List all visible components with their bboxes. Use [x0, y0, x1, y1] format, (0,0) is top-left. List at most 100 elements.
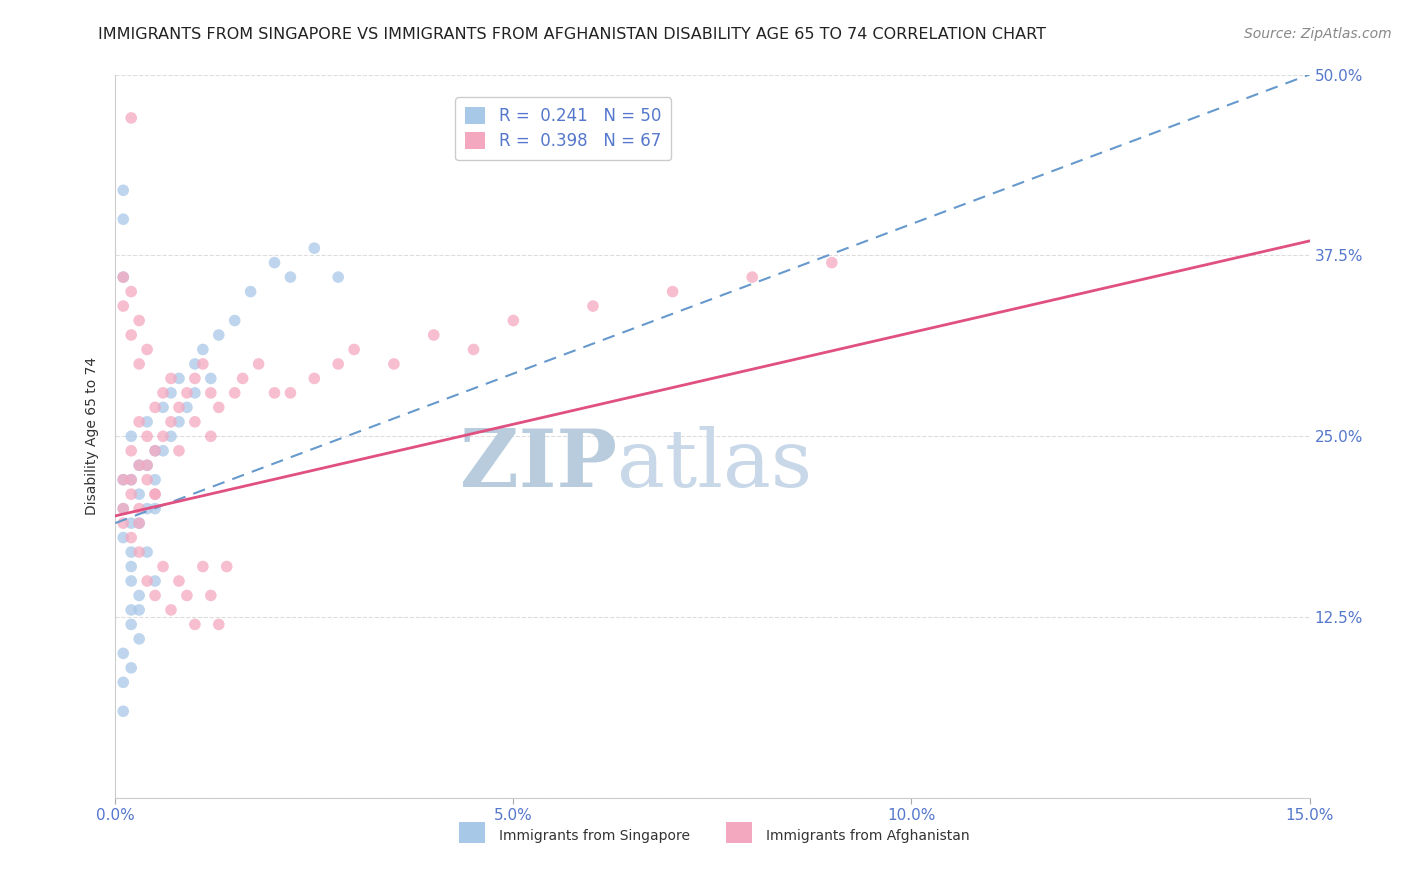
Point — [120, 531, 142, 545]
Point — [184, 357, 207, 371]
Point — [152, 443, 174, 458]
Point — [112, 270, 135, 285]
Point — [120, 429, 142, 443]
Point — [136, 574, 159, 588]
Point — [136, 501, 159, 516]
Point — [120, 603, 142, 617]
Point — [120, 516, 142, 530]
Point — [136, 343, 159, 357]
Point — [224, 385, 246, 400]
Point — [176, 401, 198, 415]
Point — [208, 401, 231, 415]
Point — [280, 385, 302, 400]
Point — [128, 458, 150, 473]
Point — [120, 328, 142, 343]
Point — [112, 501, 135, 516]
Point — [143, 473, 166, 487]
Point — [112, 531, 135, 545]
Point — [176, 385, 198, 400]
Point — [120, 111, 142, 125]
Text: Immigrants from Afghanistan: Immigrants from Afghanistan — [766, 830, 970, 844]
Point — [208, 328, 231, 343]
Text: atlas: atlas — [617, 426, 813, 504]
Point — [128, 501, 150, 516]
Point — [128, 458, 150, 473]
Point — [136, 458, 159, 473]
Point — [128, 516, 150, 530]
Point — [128, 357, 150, 371]
Point — [582, 299, 605, 313]
Point — [280, 270, 302, 285]
Point — [200, 429, 222, 443]
Point — [167, 401, 190, 415]
Point — [167, 574, 190, 588]
Point — [143, 443, 166, 458]
Point — [208, 617, 231, 632]
Point — [661, 285, 683, 299]
Point — [136, 415, 159, 429]
Text: ZIP: ZIP — [460, 426, 617, 504]
Point — [128, 603, 150, 617]
Point — [152, 559, 174, 574]
Point — [200, 589, 222, 603]
Y-axis label: Disability Age 65 to 74: Disability Age 65 to 74 — [86, 357, 100, 516]
Point — [128, 487, 150, 501]
Point — [120, 661, 142, 675]
Point — [821, 255, 844, 269]
Text: Immigrants from Singapore: Immigrants from Singapore — [499, 830, 690, 844]
Point — [120, 559, 142, 574]
Point — [463, 343, 485, 357]
Point — [160, 385, 183, 400]
Point — [200, 371, 222, 385]
Point — [112, 646, 135, 660]
Point — [215, 559, 238, 574]
Point — [224, 313, 246, 327]
Point — [143, 487, 166, 501]
Point — [160, 371, 183, 385]
Point — [263, 255, 285, 269]
Point — [343, 343, 366, 357]
Point — [136, 473, 159, 487]
Point — [247, 357, 270, 371]
Point — [304, 241, 326, 255]
Point — [128, 589, 150, 603]
Point — [112, 704, 135, 718]
Point — [502, 313, 524, 327]
Point — [120, 285, 142, 299]
Point — [143, 401, 166, 415]
Point — [136, 458, 159, 473]
Point — [328, 357, 350, 371]
Point — [184, 371, 207, 385]
Point — [136, 545, 159, 559]
Point — [191, 357, 214, 371]
Point — [112, 183, 135, 197]
Point — [120, 473, 142, 487]
Point — [120, 473, 142, 487]
Point — [184, 385, 207, 400]
Point — [128, 415, 150, 429]
Point — [120, 617, 142, 632]
Point — [263, 385, 285, 400]
Point — [184, 415, 207, 429]
Point — [304, 371, 326, 385]
Point — [143, 443, 166, 458]
Point — [422, 328, 444, 343]
Point — [120, 487, 142, 501]
Point — [176, 589, 198, 603]
Point — [191, 559, 214, 574]
Point — [382, 357, 405, 371]
Point — [167, 415, 190, 429]
Point — [143, 487, 166, 501]
Point — [128, 545, 150, 559]
Point — [128, 313, 150, 327]
Point — [239, 285, 262, 299]
Point — [120, 545, 142, 559]
Point — [112, 501, 135, 516]
Point — [128, 516, 150, 530]
Point — [167, 443, 190, 458]
Point — [112, 299, 135, 313]
Point — [112, 675, 135, 690]
Point — [160, 603, 183, 617]
Point — [152, 401, 174, 415]
Point — [191, 343, 214, 357]
